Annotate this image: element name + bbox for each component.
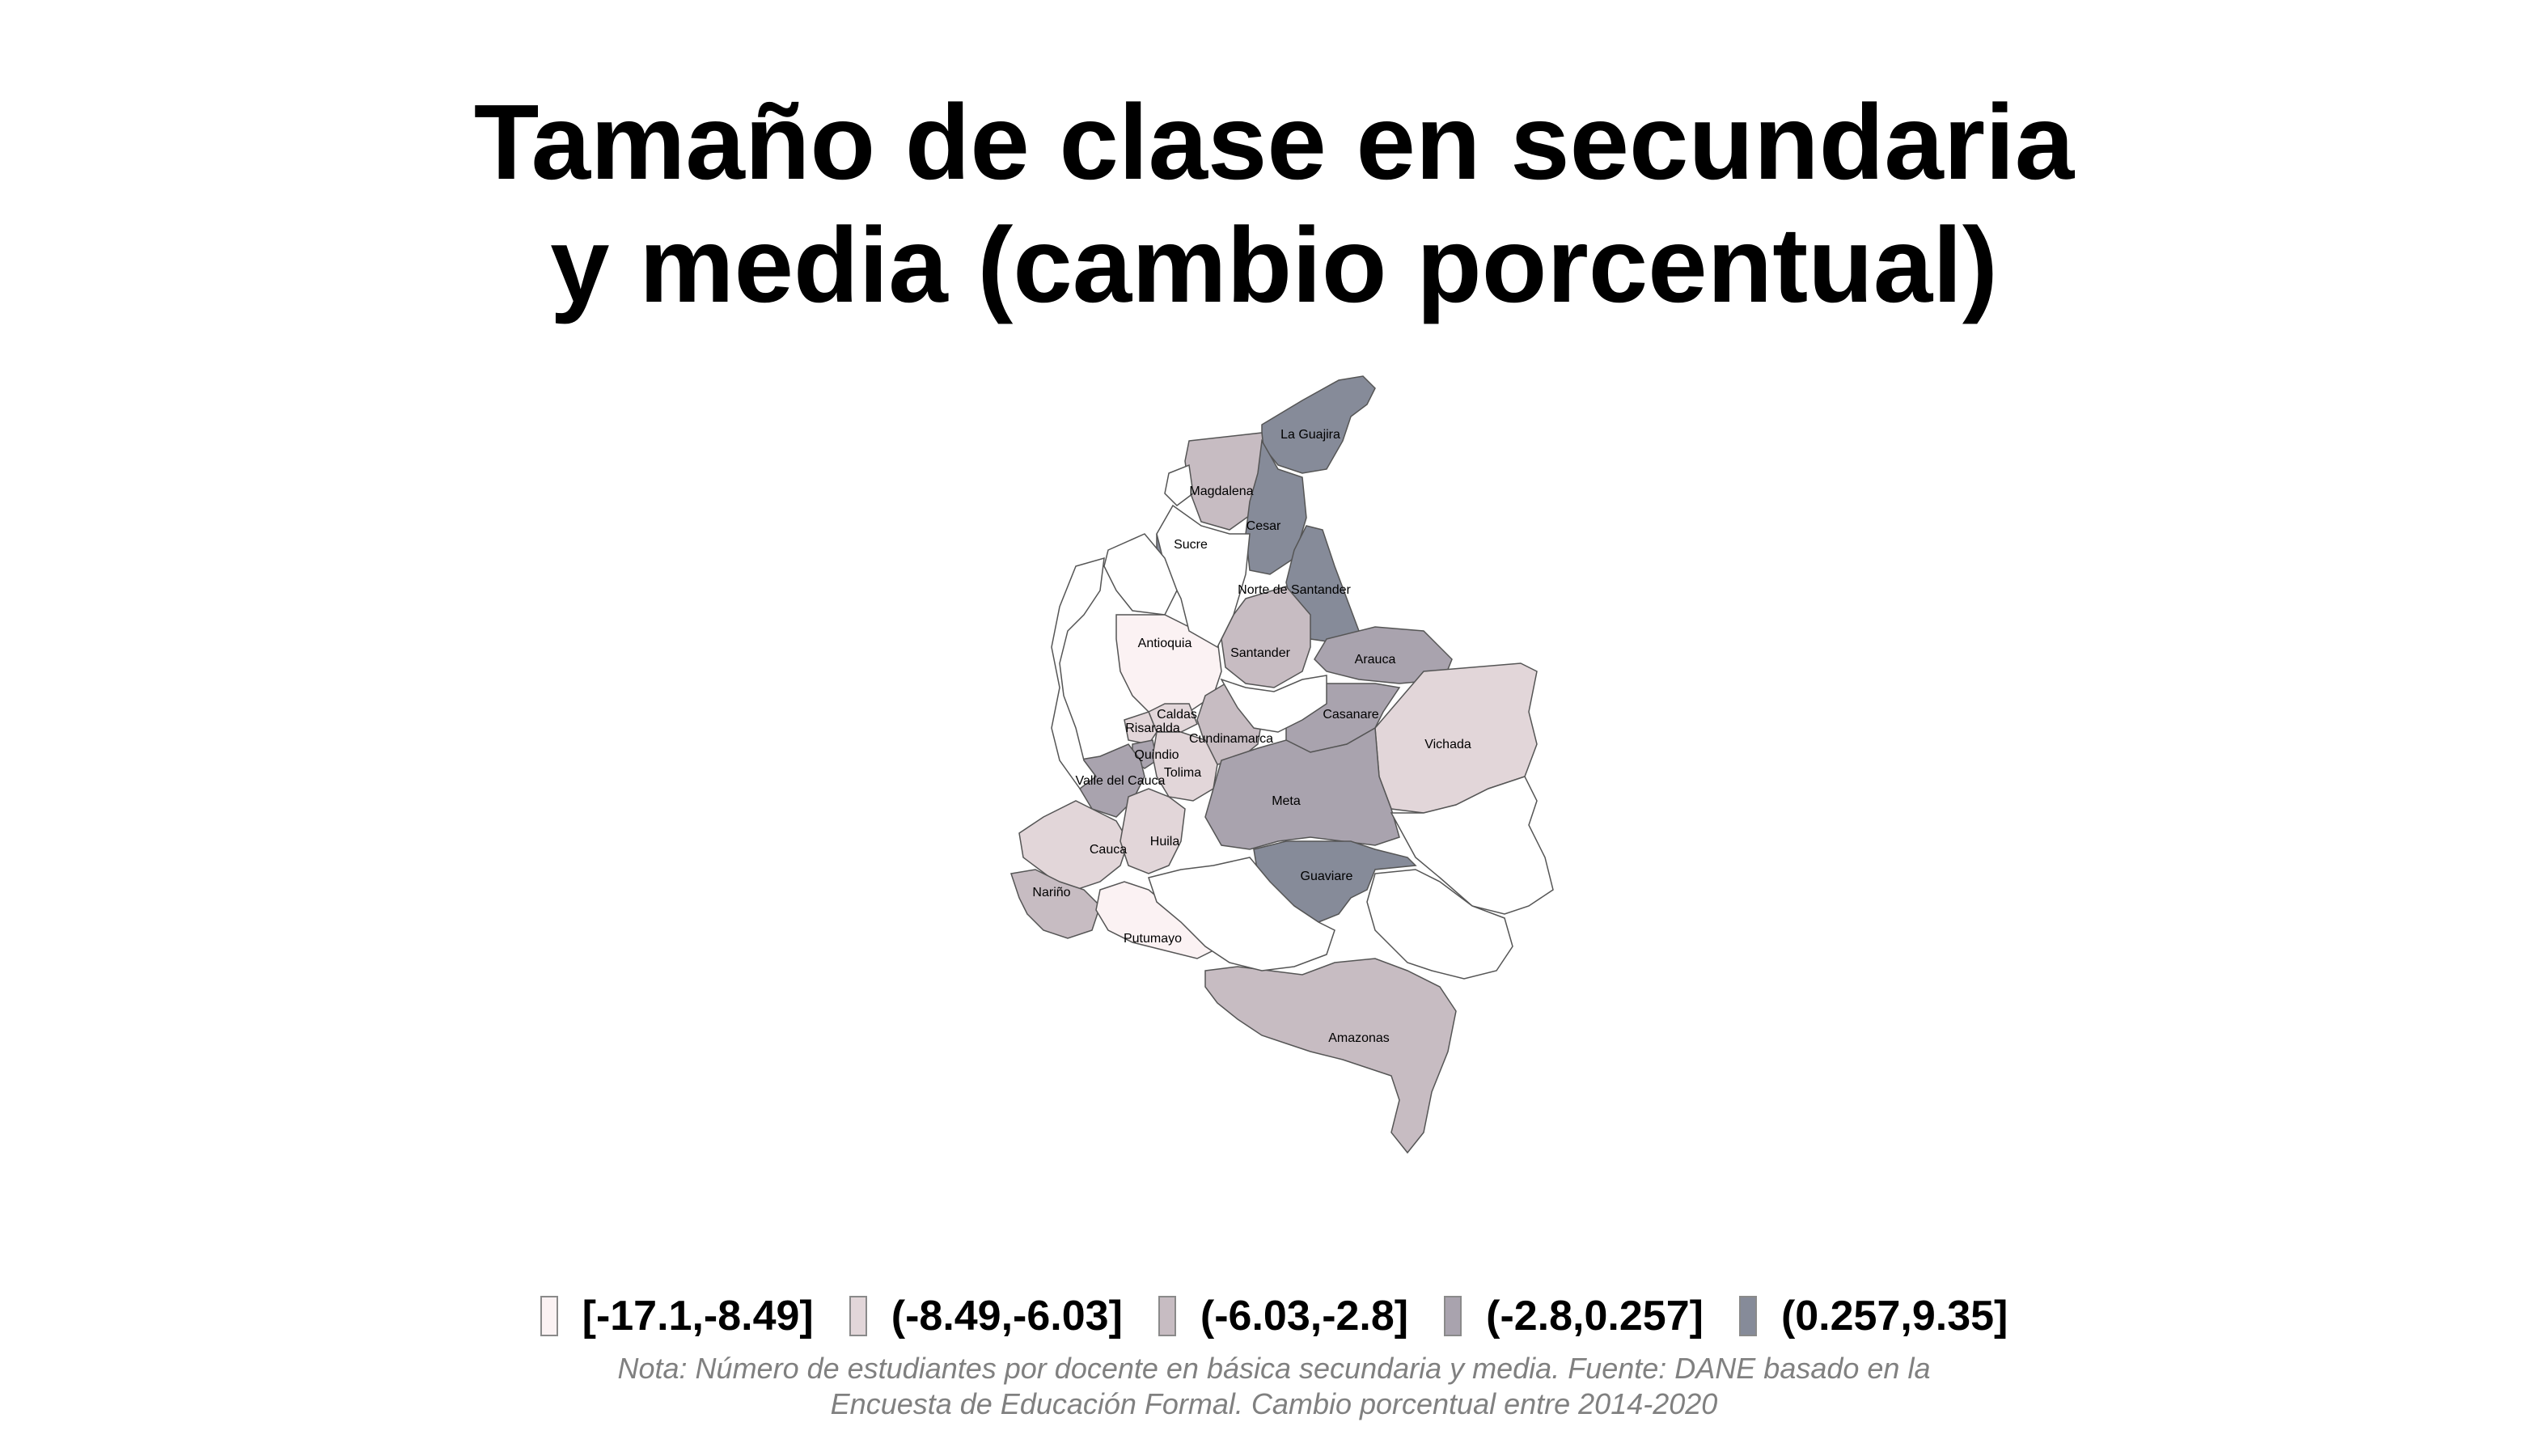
region-tolima [1152, 731, 1218, 802]
region-label-antioquia: Antioquia [1138, 637, 1192, 650]
region-vichada [1374, 662, 1538, 814]
region-cordoba [1103, 533, 1178, 616]
region-cauca [1018, 800, 1129, 891]
legend-swatch [540, 1296, 558, 1336]
legend-item: (-2.8,0.257] [1444, 1292, 1704, 1340]
legend-label: (-2.8,0.257] [1486, 1293, 1704, 1340]
legend-label: (-6.03,-2.8] [1200, 1293, 1409, 1340]
region-meta [1204, 726, 1400, 850]
region-risaralda [1124, 711, 1158, 745]
region-label-cesar: Cesar [1246, 519, 1281, 533]
region-narino [1010, 869, 1101, 939]
region-label-vichada: Vichada [1424, 738, 1471, 751]
region-putumayo [1095, 881, 1215, 959]
region-atlantico [1164, 463, 1194, 506]
region-label-risaralda: Risaralda [1125, 722, 1180, 735]
region-label-guaviare: Guaviare [1301, 870, 1353, 883]
region-label-putumayo: Putumayo [1124, 932, 1182, 946]
region-label-la-guajira: La Guajira [1280, 428, 1340, 442]
legend-swatch [1158, 1296, 1176, 1336]
region-huila [1120, 788, 1186, 874]
region-label-cauca: Cauca [1090, 843, 1127, 857]
region-label-amazonas: Amazonas [1328, 1031, 1390, 1045]
region-choco [1051, 557, 1105, 790]
title-line-1: Tamaño de clase en secundaria [473, 83, 2075, 201]
legend: [-17.1,-8.49] (-8.49,-6.03] (-6.03,-2.8]… [0, 1288, 2548, 1344]
region-valle-del-cauca [1075, 743, 1145, 818]
legend-item: [-17.1,-8.49] [540, 1292, 814, 1340]
legend-swatch [1444, 1296, 1462, 1336]
region-label-caldas: Caldas [1157, 708, 1197, 722]
legend-swatch [849, 1296, 867, 1336]
region-label-meta: Meta [1272, 794, 1301, 808]
title-line-2: y media (cambio porcentual) [550, 205, 1998, 324]
source-note: Nota: Número de estudiantes por docente … [0, 1351, 2548, 1422]
legend-label: (-8.49,-6.03] [891, 1293, 1123, 1340]
region-label-huila: Huila [1150, 835, 1180, 849]
region-amazonas [1204, 958, 1457, 1154]
region-label-valle-del-cauca: Valle del Cauca [1076, 774, 1166, 788]
note-line-1: Nota: Número de estudiantes por docente … [617, 1352, 1931, 1385]
legend-label: (0.257,9.35] [1780, 1293, 2008, 1340]
legend-item: (-6.03,-2.8] [1158, 1292, 1408, 1340]
region-boyaca [1220, 675, 1327, 733]
region-label-norte-de-santander: Norte de Santander [1238, 583, 1351, 597]
legend-swatch [1738, 1296, 1757, 1336]
region-vaupes [1366, 869, 1513, 980]
region-label-cundinamarca: Cundinamarca [1189, 732, 1273, 746]
legend-item: (0.257,9.35] [1738, 1292, 2008, 1340]
note-line-2: Encuesta de Educación Formal. Cambio por… [830, 1387, 1718, 1420]
region-caqueta [1148, 857, 1335, 971]
region-cesar [1245, 438, 1307, 575]
region-label-quindio: Quindio [1134, 748, 1179, 762]
region-label-santander: Santander [1230, 646, 1291, 660]
region-label-casanare: Casanare [1323, 708, 1378, 722]
region-la-guajira [1261, 375, 1376, 474]
legend-item: (-8.49,-6.03] [849, 1292, 1123, 1340]
region-label-arauca: Arauca [1355, 653, 1396, 667]
region-label-magdalena: Magdalena [1189, 485, 1253, 498]
region-label-sucre: Sucre [1174, 538, 1208, 552]
map-title: Tamaño de clase en secundaria y media (c… [0, 81, 2548, 327]
region-label-tolima: Tolima [1164, 766, 1201, 780]
region-label-narino: Nariño [1032, 886, 1070, 899]
legend-label: [-17.1,-8.49] [582, 1293, 814, 1340]
region-guainia [1390, 776, 1554, 915]
